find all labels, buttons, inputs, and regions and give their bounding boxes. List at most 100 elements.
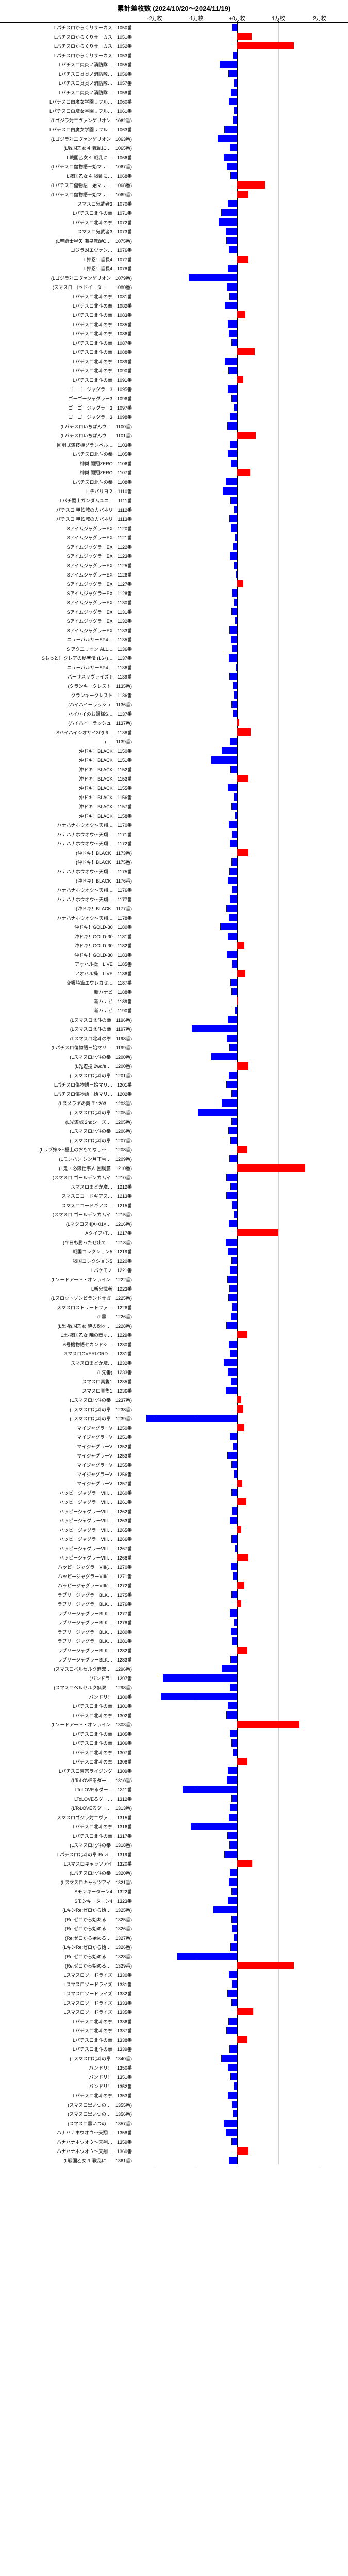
bar-cell bbox=[134, 1173, 348, 1182]
row-label: 沖ドキ！GOLD-30 1180番 bbox=[0, 924, 134, 930]
row-label: (Lパチスロ傷物語－始マリ… 1068番) bbox=[0, 182, 134, 189]
data-row: Lパチスロ北斗の拳 1105番 bbox=[0, 449, 348, 459]
row-label: (今日も勝ったぜ出て… 1218番) bbox=[0, 1239, 134, 1246]
data-row: 沖ドキ！GOLD-30 1183番 bbox=[0, 950, 348, 959]
data-row: Lパチスロ北斗の拳 1301番 bbox=[0, 1701, 348, 1710]
bar-cell bbox=[134, 245, 348, 255]
data-row: アオハル操 LIVE 1186番 bbox=[0, 969, 348, 978]
bar bbox=[228, 2018, 237, 2025]
bar-cell bbox=[134, 1701, 348, 1710]
data-row: 6号機物語セカンドシ… 1230番 bbox=[0, 1340, 348, 1349]
row-label: Sモンキーターン4 1322番 bbox=[0, 1888, 134, 1895]
bar bbox=[237, 719, 239, 726]
data-row: スマスロまどか魔… 1232番 bbox=[0, 1358, 348, 1367]
data-row: バンドリ！ 1350番 bbox=[0, 2063, 348, 2072]
data-row: (L聖闘士星矢 海皇覚醒C… 1075番) bbox=[0, 236, 348, 245]
data-row: ハッピージャグラーVIII… 1268番 bbox=[0, 1553, 348, 1562]
row-label: (Lスマスロ北斗の拳 1200番) bbox=[0, 1054, 134, 1060]
row-label: (Re:ゼロから始める… 1327番) bbox=[0, 1935, 134, 1941]
row-label: (沖ドキ！BLACK 1173番) bbox=[0, 850, 134, 856]
row-label: ハッピージャグラーVIII… 1265番 bbox=[0, 1527, 134, 1533]
bar-cell bbox=[134, 496, 348, 505]
data-row: ハッピージャグラーVIII… 1265番 bbox=[0, 1525, 348, 1534]
bar bbox=[237, 432, 256, 439]
bar-cell bbox=[134, 2119, 348, 2128]
data-row: Lパチスロ炎炎ノ消防隊… 1055番 bbox=[0, 60, 348, 69]
data-row: (Re:ゼロから始める… 1327番) bbox=[0, 1933, 348, 1942]
row-label: L押忍！番長4 1078番 bbox=[0, 265, 134, 272]
data-row: ハッピージャグラーVIII… 1267番 bbox=[0, 1544, 348, 1553]
data-row: 沖ドキ！BLACK 1157番 bbox=[0, 802, 348, 811]
data-row: バンドリ！ 1352番 bbox=[0, 2081, 348, 2091]
bar-cell bbox=[134, 1024, 348, 1033]
bar bbox=[231, 1563, 237, 1570]
bar bbox=[230, 1183, 237, 1190]
bar bbox=[226, 237, 237, 244]
data-row: マイジャグラーV 1252番 bbox=[0, 1442, 348, 1451]
plot-area: Lパチスロからくりサーカス 1050番Lパチスロからくりサーカス 1051番Lパ… bbox=[0, 22, 348, 2164]
row-label: SアイムジャグラーEX 1122番 bbox=[0, 544, 134, 550]
bar-cell bbox=[134, 653, 348, 663]
row-label: スマスロ真隻1 1235番 bbox=[0, 1378, 134, 1385]
data-row: (Lスマスロ北斗の拳 1198番) bbox=[0, 1033, 348, 1043]
bar-cell bbox=[134, 97, 348, 106]
data-row: L押忍！番長4 1077番 bbox=[0, 255, 348, 264]
data-row: (Lパチスロいちばんウ… 1101番) bbox=[0, 431, 348, 440]
bar bbox=[237, 2008, 253, 2015]
data-row: (沖ドキ！BLACK 1175番) bbox=[0, 857, 348, 867]
bar bbox=[230, 1684, 237, 1691]
bar-cell bbox=[134, 143, 348, 152]
bar bbox=[232, 1925, 237, 1932]
bar bbox=[177, 1953, 237, 1960]
row-label: (Lパチスロ傷物語－始マリ… 1069番) bbox=[0, 191, 134, 198]
row-label: (Lスマスロ北斗の拳 1198番) bbox=[0, 1035, 134, 1042]
data-row: Lパチスロ北斗の拳 1339番 bbox=[0, 2044, 348, 2054]
data-row: スマスロコードギアス… 1213番 bbox=[0, 1191, 348, 1200]
bar-cell bbox=[134, 681, 348, 690]
bar bbox=[232, 1980, 237, 1988]
bar-cell bbox=[134, 1775, 348, 1785]
data-row: (スマスロベルセルク無双… 1296番) bbox=[0, 1664, 348, 1673]
row-label: (Lスマスロ北斗の拳 1340番) bbox=[0, 2055, 134, 2062]
data-row: (Lスマスロ北斗の拳 1318番) bbox=[0, 1840, 348, 1850]
bar-cell bbox=[134, 69, 348, 78]
row-label: Lスマスロソードライズ 1332番 bbox=[0, 1990, 134, 1997]
bar-cell bbox=[134, 1868, 348, 1877]
data-row: バーサスリヴァイズ II 1139番 bbox=[0, 672, 348, 681]
row-label: 神輿 闘翔ZERO 1106番 bbox=[0, 460, 134, 467]
data-row: ゴーゴージャグラー3 1097番 bbox=[0, 403, 348, 412]
row-label: (Lモンハン シン月下雪… 1209番) bbox=[0, 1156, 134, 1162]
bar-cell bbox=[134, 690, 348, 700]
data-row: SアイムジャグラーEX 1128番 bbox=[0, 588, 348, 598]
data-row: (Lゴジラ対エヴァンゲリオン 1079番) bbox=[0, 273, 348, 282]
data-row: (Lパチスロ傷物語－始マリ… 1067番) bbox=[0, 162, 348, 171]
bar-cell bbox=[134, 1043, 348, 1052]
data-row: ラブリージャグラーBLK… 1277番 bbox=[0, 1608, 348, 1618]
bar-cell bbox=[134, 1469, 348, 1479]
bar bbox=[237, 1962, 294, 1969]
row-label: スマスロゴジラ対エヴァ… 1315番 bbox=[0, 1814, 134, 1821]
bar bbox=[237, 376, 243, 383]
bar bbox=[229, 515, 237, 522]
bar-cell bbox=[134, 1432, 348, 1442]
bar-cell bbox=[134, 922, 348, 931]
bar bbox=[231, 1795, 237, 1802]
data-row: Lパチスロ炎炎ノ消防隊… 1058番 bbox=[0, 88, 348, 97]
bar-cell bbox=[134, 217, 348, 227]
bar bbox=[228, 367, 237, 374]
bar-cell bbox=[134, 1673, 348, 1683]
row-label: (Lスメラギの翼-T 1203… 1203番) bbox=[0, 1100, 134, 1107]
bar bbox=[226, 1322, 237, 1329]
data-row: (L戦国乙女４ 戦乱に… 1065番) bbox=[0, 143, 348, 152]
row-label: (Lゴジラ対エヴァンゲリオン 1063番) bbox=[0, 135, 134, 142]
bar-cell bbox=[134, 1627, 348, 1636]
data-row: ハナハナホウオウ～天翔… 1178番 bbox=[0, 913, 348, 922]
row-label: (L黒… 1226番) bbox=[0, 1313, 134, 1320]
bar-cell bbox=[134, 468, 348, 477]
data-row: (Re:ゼロから始める… 1328番) bbox=[0, 1952, 348, 1961]
bar-cell bbox=[134, 1200, 348, 1210]
bar-cell bbox=[134, 1312, 348, 1321]
data-row: Lパチスロからくりサーカス 1050番 bbox=[0, 23, 348, 32]
data-row: スマスロゴジラ対エヴァ… 1315番 bbox=[0, 1812, 348, 1822]
bar-cell bbox=[134, 1905, 348, 1914]
